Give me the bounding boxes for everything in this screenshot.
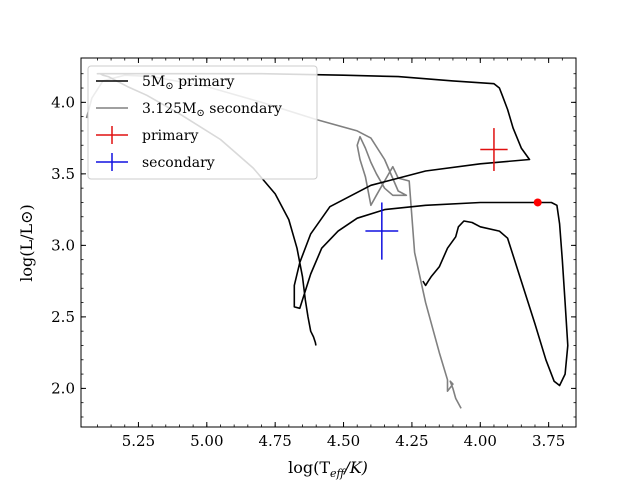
legend-item-0: 5M⊙ primary [96, 74, 235, 92]
y-axis-label: log(L/L⊙) [17, 204, 36, 282]
legend-label: 3.125M⊙ secondary [142, 101, 282, 119]
x-tick-label: 4.00 [464, 432, 497, 450]
x-tick-label: 4.50 [327, 432, 360, 450]
errorbar-primary [480, 128, 508, 171]
axis-ticks: 5.25 5.00 4.75 4.50 4.25 4.00 3.75 2.0 2.5 3.0 3.5… [51, 58, 576, 450]
highlight-point [533, 198, 542, 207]
errorbar-secondary [365, 202, 399, 260]
x-tick-label: 4.75 [258, 432, 291, 450]
y-tick-label: 3.0 [51, 236, 75, 254]
x-tick-label: 5.00 [190, 432, 223, 450]
x-tick-label: 4.25 [395, 432, 428, 450]
x-axis-label: log(Teff/K) [288, 458, 368, 480]
x-tick-label: 3.75 [532, 432, 565, 450]
plot-markers [365, 128, 542, 260]
legend-label: secondary [142, 155, 215, 171]
x-tick-label: 5.25 [122, 432, 155, 450]
legend: 5M⊙ primary 3.125M⊙ secondary primary secon… [87, 65, 318, 180]
legend-label: primary [142, 128, 198, 144]
legend-item-2: primary [96, 126, 198, 144]
legend-label: 5M⊙ primary [142, 74, 235, 92]
legend-box [87, 65, 318, 180]
axes-frame [80, 57, 577, 428]
y-tick-label: 2.5 [51, 308, 75, 326]
y-tick-label: 2.0 [51, 379, 75, 397]
legend-item-1: 3.125M⊙ secondary [96, 101, 282, 119]
legend-item-3: secondary [96, 153, 215, 171]
y-tick-label: 4.0 [51, 93, 75, 111]
y-tick-label: 3.5 [51, 165, 75, 183]
